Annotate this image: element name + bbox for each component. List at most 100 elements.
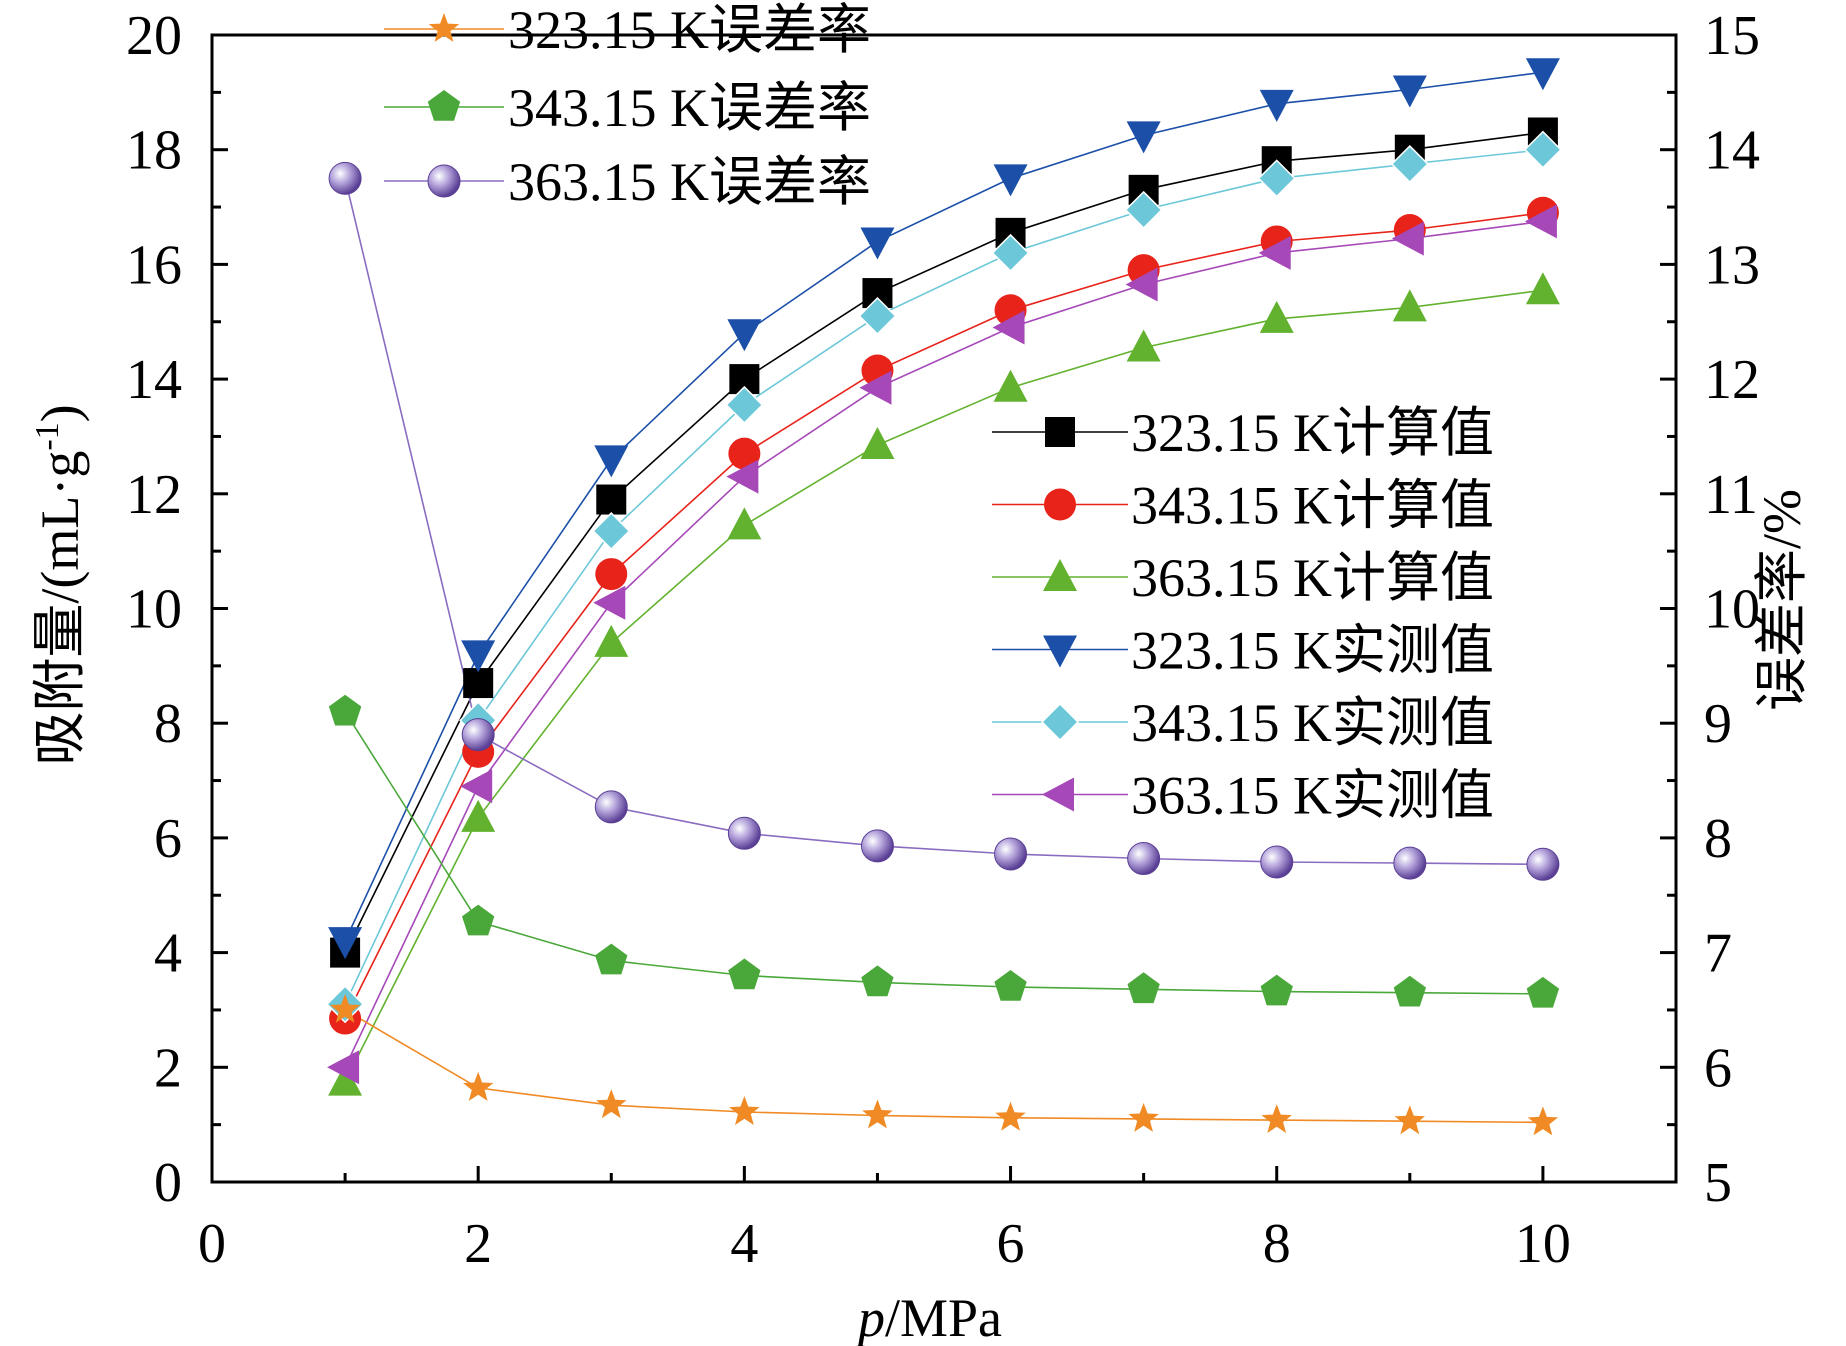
data-point-3-7 xyxy=(1259,89,1294,122)
y-right-tick-label: 13 xyxy=(1704,234,1760,296)
legend-label: 343.15 K计算值 xyxy=(1131,476,1494,536)
data-point-8-7 xyxy=(1260,845,1294,879)
data-point-5-9 xyxy=(1524,204,1557,239)
y-right-tick-label: 5 xyxy=(1704,1152,1732,1214)
plot-frame xyxy=(210,33,1678,1184)
x-tick-label: 6 xyxy=(997,1213,1025,1275)
legend-entry-right-1: 343.15 K计算值 xyxy=(992,476,1494,536)
data-point-5-1 xyxy=(460,769,493,804)
data-point-4-8 xyxy=(1390,144,1429,184)
legend-marker xyxy=(428,13,460,42)
series-line-3 xyxy=(344,71,1544,942)
legend-marker xyxy=(1042,777,1074,812)
data-point-7-8 xyxy=(1393,975,1426,1007)
x-tick-label: 8 xyxy=(1263,1213,1291,1275)
data-point-0-1 xyxy=(463,668,494,699)
y-left-tick-label: 18 xyxy=(126,120,182,182)
data-point-7-0 xyxy=(328,694,362,726)
data-point-2-7 xyxy=(1259,300,1294,333)
data-point-8-2 xyxy=(594,790,628,824)
y-left-tick-label: 0 xyxy=(154,1152,182,1214)
data-point-6-5 xyxy=(995,1101,1026,1131)
data-point-3-3 xyxy=(727,319,762,352)
data-point-8-8 xyxy=(1393,846,1427,880)
legend-entry-right-2: 363.15 K计算值 xyxy=(992,548,1494,608)
data-point-2-3 xyxy=(727,507,762,540)
data-point-5-3 xyxy=(726,459,759,494)
series-line-2 xyxy=(344,289,1544,1082)
data-point-2-4 xyxy=(860,427,895,460)
data-point-7-3 xyxy=(728,958,761,990)
x-axis-title-unit: /MPa xyxy=(885,1288,1002,1346)
y-axis-left-title-main: 吸附量/(mL·g xyxy=(30,451,90,766)
data-point-3-5 xyxy=(993,164,1028,197)
data-point-3-1 xyxy=(461,640,496,673)
legend-label: 363.15 K计算值 xyxy=(1131,548,1494,608)
plot-border xyxy=(210,33,1678,1184)
legend-entry-top-1: 343.15 K误差率 xyxy=(384,78,871,138)
x-axis-title: p/MPa xyxy=(854,1288,1002,1346)
data-point-3-4 xyxy=(860,227,895,260)
data-point-0-2 xyxy=(596,484,627,515)
series-markers xyxy=(326,58,1562,1136)
data-point-5-8 xyxy=(1391,221,1424,256)
data-point-2-8 xyxy=(1392,289,1427,322)
y-left-tick-label: 2 xyxy=(154,1037,182,1099)
y-axis-left-title-sup: -1 xyxy=(29,422,66,450)
legend-label: 343.15 K实测值 xyxy=(1131,693,1494,753)
legend-entry-right-0: 323.15 K计算值 xyxy=(992,403,1494,463)
data-point-6-7 xyxy=(1261,1104,1292,1133)
legend-marker xyxy=(1043,635,1077,668)
legend-marker xyxy=(427,90,461,121)
series-line-8 xyxy=(344,178,1543,866)
data-point-6-4 xyxy=(862,1099,893,1129)
data-point-1-2 xyxy=(595,558,628,591)
y-left-tick-label: 8 xyxy=(154,693,182,755)
y-right-tick-label: 14 xyxy=(1704,120,1760,182)
legend-entry-right-3: 323.15 K实测值 xyxy=(992,621,1494,681)
y-left-tick-label: 4 xyxy=(154,923,182,985)
data-point-3-6 xyxy=(1126,121,1161,154)
data-point-8-5 xyxy=(994,837,1028,871)
data-point-2-0 xyxy=(328,1063,363,1096)
data-point-2-2 xyxy=(594,624,629,657)
data-point-5-6 xyxy=(1125,267,1158,302)
series-line-5 xyxy=(344,220,1544,1068)
data-point-8-3 xyxy=(727,816,761,850)
data-point-5-2 xyxy=(593,585,626,620)
y-right-tick-label: 8 xyxy=(1704,808,1732,870)
legend-label: 343.15 K误差率 xyxy=(508,78,871,138)
data-point-7-9 xyxy=(1526,976,1560,1008)
data-point-2-5 xyxy=(993,369,1028,402)
data-point-4-2 xyxy=(592,512,631,551)
series-line-6 xyxy=(344,1009,1543,1124)
legend-label: 323.15 K实测值 xyxy=(1131,621,1494,681)
data-point-6-2 xyxy=(596,1089,627,1119)
data-point-6-0 xyxy=(329,994,361,1023)
legend-entry-right-5: 363.15 K实测值 xyxy=(992,766,1494,826)
series-line-1 xyxy=(344,212,1544,1019)
data-point-8-9 xyxy=(1526,847,1560,881)
data-point-8-4 xyxy=(860,829,894,863)
y-left-tick-label: 12 xyxy=(126,464,182,526)
data-point-3-9 xyxy=(1525,58,1560,91)
y-left-tick-label: 16 xyxy=(126,234,182,296)
data-point-2-6 xyxy=(1126,329,1161,362)
data-point-5-0 xyxy=(327,1050,360,1085)
data-point-6-8 xyxy=(1394,1105,1425,1135)
data-point-5-7 xyxy=(1258,235,1291,270)
x-tick-label: 10 xyxy=(1515,1213,1571,1275)
x-tick-label: 4 xyxy=(730,1213,758,1275)
data-point-7-1 xyxy=(462,904,495,936)
data-point-6-9 xyxy=(1527,1106,1559,1136)
y-left-tick-label: 20 xyxy=(126,5,182,67)
axis-ticks: 0 2 4 6 8 10 0 2 4 6 8 10 12 14 16 18 20 5 6 7 8 9 10 11 12 13 14 1… xyxy=(126,5,1760,1275)
x-axis-title-italic: p xyxy=(854,1288,885,1346)
data-point-4-9 xyxy=(1523,130,1562,169)
y-right-tick-label: 7 xyxy=(1704,923,1732,985)
data-point-6-6 xyxy=(1128,1102,1159,1132)
data-point-8-6 xyxy=(1127,842,1161,876)
legend-entry-top-2: 363.15 K误差率 xyxy=(384,152,871,212)
data-point-7-5 xyxy=(994,970,1027,1001)
data-point-8-1 xyxy=(461,718,495,752)
